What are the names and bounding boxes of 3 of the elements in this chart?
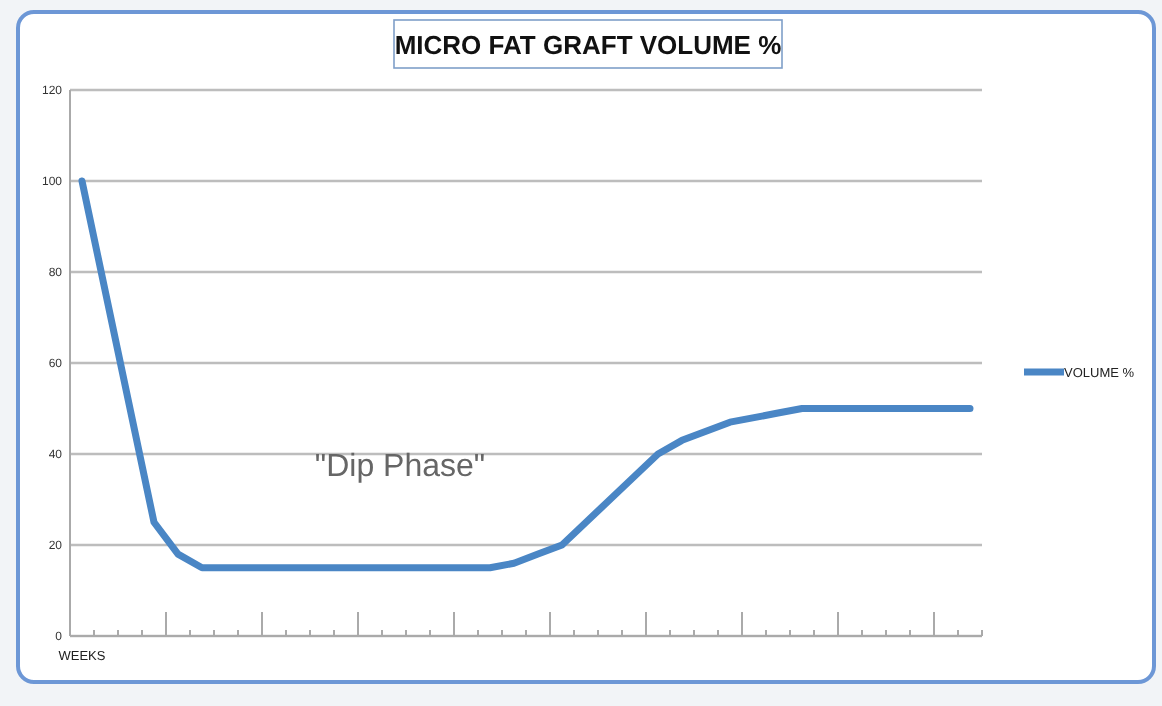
- line-series: [78, 177, 974, 572]
- chart-title: MICRO FAT GRAFT VOLUME %: [394, 30, 783, 60]
- annotation: "Dip Phase": [314, 450, 486, 484]
